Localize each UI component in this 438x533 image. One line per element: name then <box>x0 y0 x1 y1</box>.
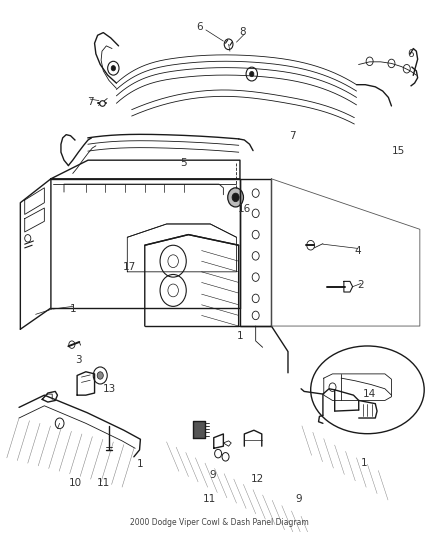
Text: 1: 1 <box>237 330 243 341</box>
Text: 9: 9 <box>295 494 302 504</box>
Text: 6: 6 <box>407 49 413 59</box>
Text: 9: 9 <box>209 470 216 480</box>
Text: 13: 13 <box>102 384 116 394</box>
Text: 15: 15 <box>392 146 406 156</box>
Text: 10: 10 <box>68 479 81 488</box>
Text: 1: 1 <box>137 459 144 469</box>
Text: 11: 11 <box>203 494 216 504</box>
Text: 7: 7 <box>289 131 296 141</box>
Text: 8: 8 <box>240 27 246 37</box>
Text: 4: 4 <box>354 246 361 255</box>
Text: 17: 17 <box>123 262 136 271</box>
Circle shape <box>97 372 103 379</box>
Text: 1: 1 <box>69 304 76 314</box>
Text: 7: 7 <box>87 96 93 107</box>
Text: 12: 12 <box>251 474 264 484</box>
Text: 2000 Dodge Viper Cowl & Dash Panel Diagram: 2000 Dodge Viper Cowl & Dash Panel Diagr… <box>130 518 308 527</box>
Text: 5: 5 <box>180 158 187 168</box>
Circle shape <box>232 193 239 201</box>
Circle shape <box>250 71 254 77</box>
Text: 3: 3 <box>75 354 82 365</box>
Circle shape <box>111 66 116 71</box>
Text: 2: 2 <box>357 280 364 290</box>
Text: 6: 6 <box>196 22 203 33</box>
Text: 1: 1 <box>360 458 367 468</box>
Text: 11: 11 <box>97 479 110 488</box>
Text: 16: 16 <box>238 204 251 214</box>
Bar <box>193 421 205 438</box>
Circle shape <box>228 188 244 207</box>
Text: 14: 14 <box>363 389 376 399</box>
